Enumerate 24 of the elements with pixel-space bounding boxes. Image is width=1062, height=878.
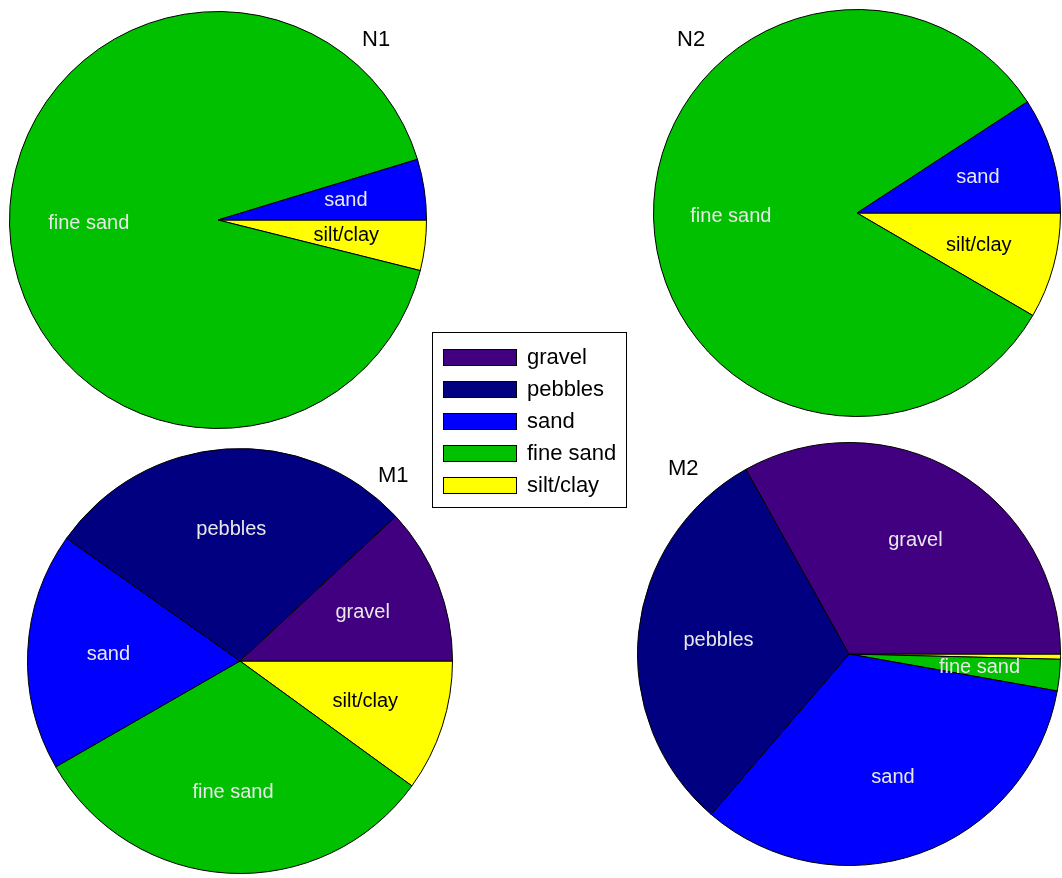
- slice-label: silt/clay: [946, 233, 1012, 256]
- legend-label: silt/clay: [527, 472, 600, 498]
- slice-label: silt/clay: [332, 689, 399, 712]
- slice-label: sand: [871, 765, 915, 788]
- slice-label: fine sand: [938, 654, 1021, 677]
- text: M2: [668, 455, 699, 481]
- slice-label: pebbles: [683, 628, 754, 651]
- slice-label: gravel: [335, 600, 390, 623]
- text: N1: [362, 26, 391, 52]
- slice-label: silt/clay: [313, 223, 380, 246]
- legend-label: gravel: [527, 344, 587, 370]
- legend-label: sand: [527, 408, 575, 434]
- slice-label: gravel: [888, 528, 943, 551]
- slice-label: fine sand: [690, 203, 772, 226]
- slice-label: fine sand: [48, 210, 130, 233]
- legend-label: pebbles: [527, 376, 605, 402]
- text: N2: [677, 26, 706, 52]
- slice-label: fine sand: [192, 780, 274, 803]
- text: M1: [378, 462, 409, 488]
- slice-label: sand: [324, 188, 368, 211]
- slice-label: sand: [86, 642, 131, 665]
- slice-label: sand: [956, 164, 1000, 187]
- legend-label: fine sand: [527, 440, 617, 466]
- slice-label: pebbles: [196, 517, 267, 540]
